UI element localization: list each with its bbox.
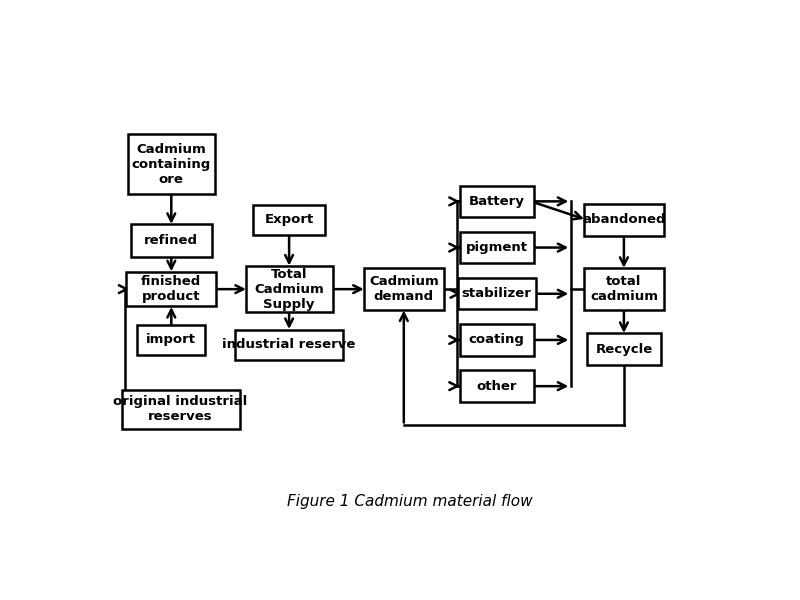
FancyBboxPatch shape <box>126 272 216 307</box>
FancyBboxPatch shape <box>583 204 664 236</box>
FancyBboxPatch shape <box>254 205 325 235</box>
FancyBboxPatch shape <box>128 134 214 194</box>
Text: refined: refined <box>144 234 198 247</box>
Text: Recycle: Recycle <box>595 343 653 356</box>
FancyBboxPatch shape <box>586 334 661 365</box>
FancyBboxPatch shape <box>122 389 239 429</box>
FancyBboxPatch shape <box>459 324 534 356</box>
Text: import: import <box>146 334 196 346</box>
Text: Battery: Battery <box>469 195 525 208</box>
Text: total
cadmium: total cadmium <box>590 275 658 303</box>
Text: Cadmium
demand: Cadmium demand <box>369 275 438 303</box>
Text: Figure 1 Cadmium material flow: Figure 1 Cadmium material flow <box>287 494 533 509</box>
Text: Export: Export <box>265 214 314 226</box>
Text: stabilizer: stabilizer <box>462 287 532 300</box>
FancyBboxPatch shape <box>459 232 534 263</box>
Text: original industrial
reserves: original industrial reserves <box>114 395 248 423</box>
FancyBboxPatch shape <box>459 185 534 217</box>
FancyBboxPatch shape <box>246 266 333 312</box>
Text: pigment: pigment <box>466 241 528 254</box>
Text: finished
product: finished product <box>141 275 202 303</box>
Text: other: other <box>477 380 517 392</box>
FancyBboxPatch shape <box>235 329 343 359</box>
Text: abandoned: abandoned <box>582 214 666 226</box>
FancyBboxPatch shape <box>458 278 535 310</box>
Text: Cadmium
containing
ore: Cadmium containing ore <box>132 143 211 186</box>
FancyBboxPatch shape <box>138 325 206 355</box>
FancyBboxPatch shape <box>131 224 211 257</box>
FancyBboxPatch shape <box>459 370 534 402</box>
Text: coating: coating <box>469 334 525 346</box>
Text: Total
Cadmium
Supply: Total Cadmium Supply <box>254 268 324 311</box>
Text: industrial reserve: industrial reserve <box>222 338 356 351</box>
FancyBboxPatch shape <box>363 268 444 310</box>
FancyBboxPatch shape <box>583 268 664 310</box>
